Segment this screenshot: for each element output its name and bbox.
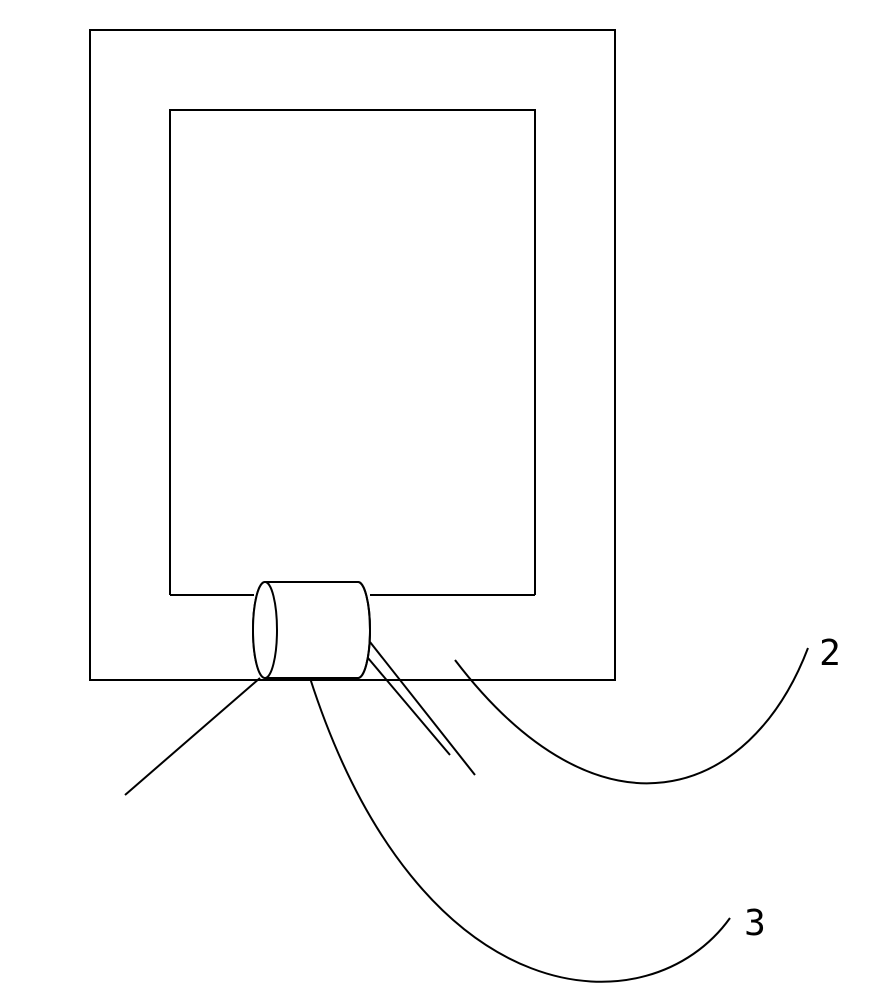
- support-line-right-outer: [370, 642, 475, 775]
- inner-rectangle: [170, 110, 535, 595]
- leader-line-2: [455, 648, 808, 783]
- diagram-canvas: 2 3: [0, 0, 870, 1000]
- support-line-left: [125, 678, 260, 795]
- leader-line-3: [310, 678, 730, 982]
- support-line-right-inner: [368, 658, 450, 755]
- cylinder-body-mask: [265, 584, 358, 676]
- label-3: 3: [744, 903, 766, 944]
- drawing-group: 2 3: [90, 30, 841, 982]
- cylinder-right-cap: [358, 582, 370, 678]
- label-2: 2: [819, 633, 841, 674]
